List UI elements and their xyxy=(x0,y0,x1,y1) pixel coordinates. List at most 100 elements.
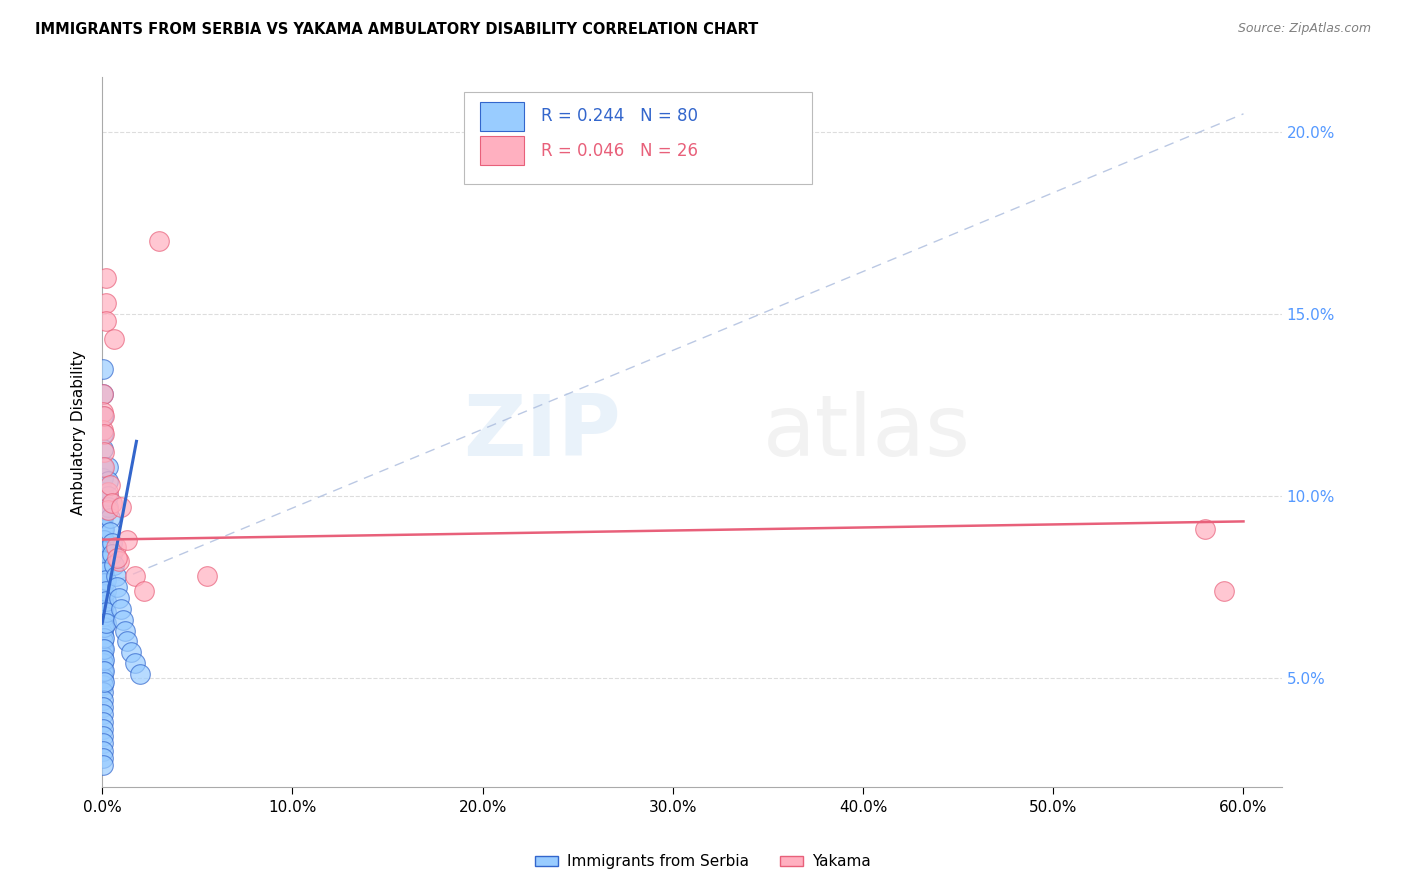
Point xyxy=(91,594,114,608)
Point xyxy=(91,361,114,376)
Point xyxy=(91,627,114,641)
Point xyxy=(91,685,114,699)
Point xyxy=(91,751,114,765)
Point xyxy=(91,648,114,663)
Text: R = 0.244   N = 80: R = 0.244 N = 80 xyxy=(541,107,697,126)
Point xyxy=(93,664,115,678)
Point xyxy=(91,405,114,419)
Point xyxy=(91,387,114,401)
Point xyxy=(91,576,114,591)
Point xyxy=(91,722,114,736)
Point xyxy=(97,475,120,489)
Point xyxy=(97,489,120,503)
Point xyxy=(91,500,114,514)
Point xyxy=(98,525,121,540)
Point xyxy=(91,427,114,442)
Point xyxy=(104,569,127,583)
Point xyxy=(93,533,115,547)
Point xyxy=(91,409,114,423)
Point xyxy=(98,510,121,524)
Point xyxy=(91,606,114,620)
Point xyxy=(93,554,115,568)
Point xyxy=(93,409,115,423)
Point xyxy=(1194,522,1216,536)
Point xyxy=(91,566,114,580)
Point xyxy=(93,427,115,442)
Point xyxy=(108,591,131,605)
Point xyxy=(100,547,122,561)
Point xyxy=(112,613,135,627)
Y-axis label: Ambulatory Disability: Ambulatory Disability xyxy=(72,350,86,515)
Point xyxy=(195,569,218,583)
Point xyxy=(91,729,114,743)
Point xyxy=(94,606,117,620)
Text: IMMIGRANTS FROM SERBIA VS YAKAMA AMBULATORY DISABILITY CORRELATION CHART: IMMIGRANTS FROM SERBIA VS YAKAMA AMBULAT… xyxy=(35,22,758,37)
Point xyxy=(107,550,129,565)
Point xyxy=(91,641,114,656)
Point xyxy=(94,616,117,631)
Point xyxy=(93,674,115,689)
Point xyxy=(91,543,114,558)
Point xyxy=(91,387,114,401)
Point xyxy=(93,641,115,656)
Point xyxy=(124,569,146,583)
Point xyxy=(97,500,120,514)
Point xyxy=(94,573,117,587)
Point xyxy=(91,442,114,456)
Text: R = 0.046   N = 26: R = 0.046 N = 26 xyxy=(541,142,697,160)
Point xyxy=(93,543,115,558)
Point xyxy=(91,736,114,750)
Text: Source: ZipAtlas.com: Source: ZipAtlas.com xyxy=(1237,22,1371,36)
Point xyxy=(93,522,115,536)
Point xyxy=(91,692,114,706)
Point xyxy=(91,714,114,729)
Point xyxy=(91,533,114,547)
Point xyxy=(91,678,114,692)
Point xyxy=(110,601,132,615)
Point xyxy=(93,653,115,667)
Legend: Immigrants from Serbia, Yakama: Immigrants from Serbia, Yakama xyxy=(529,848,877,875)
Point xyxy=(97,503,120,517)
Point xyxy=(132,583,155,598)
Point xyxy=(93,620,115,634)
Point xyxy=(91,664,114,678)
Point xyxy=(100,496,122,510)
Point xyxy=(94,314,117,328)
Point xyxy=(107,580,129,594)
Point xyxy=(94,296,117,310)
Point xyxy=(91,471,114,485)
Point xyxy=(91,657,114,671)
Point xyxy=(115,634,138,648)
Point xyxy=(124,657,146,671)
Point xyxy=(91,671,114,685)
Point xyxy=(91,620,114,634)
Point xyxy=(100,536,122,550)
Point xyxy=(94,583,117,598)
Point xyxy=(93,609,115,624)
Point xyxy=(91,634,114,648)
Point xyxy=(91,522,114,536)
Point xyxy=(103,333,125,347)
Point xyxy=(91,459,114,474)
Point xyxy=(93,598,115,612)
Point xyxy=(91,613,114,627)
Point xyxy=(91,554,114,568)
Point xyxy=(148,234,170,248)
Point xyxy=(93,566,115,580)
Text: atlas: atlas xyxy=(762,391,970,474)
FancyBboxPatch shape xyxy=(464,92,813,184)
Point xyxy=(120,645,142,659)
Point xyxy=(91,700,114,714)
Point xyxy=(91,744,114,758)
Point xyxy=(1213,583,1236,598)
Point xyxy=(91,758,114,772)
Point xyxy=(93,587,115,601)
Point xyxy=(93,445,115,459)
Point xyxy=(108,554,131,568)
Point xyxy=(91,424,114,438)
Text: ZIP: ZIP xyxy=(464,391,621,474)
Point xyxy=(97,485,120,500)
Point xyxy=(93,459,115,474)
Point xyxy=(94,270,117,285)
Point xyxy=(115,533,138,547)
